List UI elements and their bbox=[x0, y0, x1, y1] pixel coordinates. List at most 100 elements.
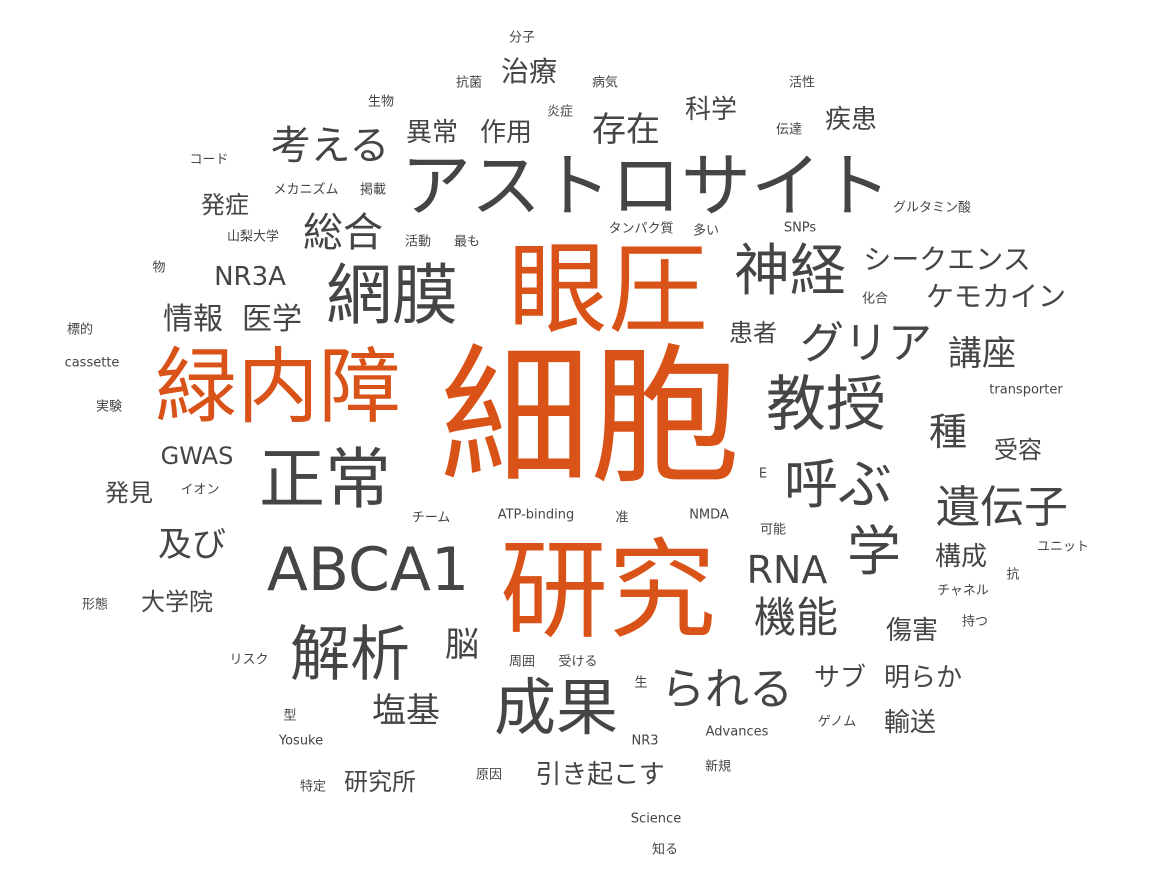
cloud-word: 標的 bbox=[66, 322, 94, 338]
cloud-word: られる bbox=[661, 664, 793, 715]
cloud-word: 受容 bbox=[994, 436, 1042, 464]
cloud-word: 発症 bbox=[201, 191, 249, 219]
cloud-word: 患者 bbox=[729, 319, 777, 347]
cloud-word: E bbox=[758, 466, 768, 482]
cloud-word: 特定 bbox=[299, 779, 327, 795]
cloud-word: 医学 bbox=[242, 302, 302, 337]
cloud-word: 網膜 bbox=[326, 257, 458, 334]
cloud-word: 存在 bbox=[592, 110, 660, 150]
cloud-word: 炎症 bbox=[546, 104, 574, 120]
cloud-word: 正常 bbox=[259, 441, 391, 518]
cloud-word: 山梨大学 bbox=[226, 229, 280, 245]
cloud-word: 生物 bbox=[367, 94, 395, 110]
cloud-word: 塩基 bbox=[372, 691, 440, 731]
cloud-word: 准 bbox=[615, 510, 629, 526]
cloud-word: リスク bbox=[229, 652, 269, 668]
cloud-word: 掲載 bbox=[359, 182, 387, 198]
cloud-word: 構成 bbox=[934, 542, 988, 572]
cloud-word: ATP-binding bbox=[497, 507, 575, 523]
cloud-word: タンパク質 bbox=[608, 221, 674, 237]
cloud-word: 教授 bbox=[766, 370, 886, 440]
cloud-word: 持つ bbox=[961, 614, 989, 630]
cloud-word: NR3 bbox=[631, 733, 659, 749]
cloud-word: 遺伝子 bbox=[936, 482, 1068, 533]
cloud-word: 研究 bbox=[499, 529, 717, 654]
cloud-word: Advances bbox=[705, 724, 769, 740]
cloud-word: 型 bbox=[283, 708, 297, 724]
cloud-word: サブ bbox=[813, 663, 867, 693]
cloud-word: ABCA1 bbox=[266, 535, 470, 605]
cloud-word: 発見 bbox=[105, 479, 153, 507]
cloud-word: Science bbox=[630, 811, 682, 827]
cloud-word: コード bbox=[189, 152, 229, 168]
cloud-word: 講座 bbox=[948, 334, 1016, 374]
cloud-word: ユニット bbox=[1036, 539, 1090, 555]
cloud-word: 病気 bbox=[591, 75, 619, 91]
cloud-word: 作用 bbox=[479, 118, 533, 148]
cloud-word: RNA bbox=[746, 548, 828, 592]
cloud-word: 総合 bbox=[303, 210, 383, 256]
cloud-word: SNPs bbox=[783, 220, 817, 236]
cloud-word: 研究所 bbox=[344, 768, 416, 796]
cloud-word: 成果 bbox=[493, 671, 619, 744]
cloud-word: 傷害 bbox=[885, 616, 939, 646]
cloud-word: NMDA bbox=[689, 507, 729, 523]
cloud-word: 受ける bbox=[558, 654, 598, 670]
cloud-word: 最も bbox=[453, 234, 481, 250]
cloud-word: チーム bbox=[411, 510, 451, 526]
cloud-word: 多い bbox=[692, 223, 720, 239]
cloud-word: 生 bbox=[634, 675, 648, 691]
cloud-word: 活動 bbox=[404, 234, 432, 250]
cloud-word: 治療 bbox=[500, 55, 558, 88]
cloud-word: 機能 bbox=[753, 593, 839, 642]
cloud-word: 周囲 bbox=[508, 654, 536, 670]
cloud-word: シークエンス bbox=[863, 243, 1031, 276]
cloud-word: 明らか bbox=[883, 663, 963, 693]
cloud-word: 活性 bbox=[788, 75, 816, 91]
cloud-word: 科学 bbox=[684, 95, 738, 125]
cloud-word: 実験 bbox=[95, 399, 123, 415]
cloud-word: 可能 bbox=[759, 522, 787, 538]
cloud-word: transporter bbox=[989, 382, 1063, 398]
cloud-word: 緑内障 bbox=[154, 340, 402, 435]
cloud-word: cassette bbox=[64, 355, 120, 371]
cloud-word: イオン bbox=[180, 482, 220, 498]
cloud-word: 疾患 bbox=[824, 105, 878, 135]
cloud-word: Yosuke bbox=[278, 733, 324, 749]
cloud-word: 抗菌 bbox=[455, 75, 483, 91]
cloud-word: メカニズム bbox=[273, 182, 339, 198]
cloud-word: 脳 bbox=[445, 625, 479, 665]
cloud-word: 輸送 bbox=[883, 708, 937, 738]
cloud-word: グリア bbox=[800, 318, 932, 369]
cloud-word: 分子 bbox=[508, 30, 536, 46]
cloud-word: 及び bbox=[158, 525, 226, 565]
cloud-word: 呼ぶ bbox=[784, 453, 892, 516]
cloud-word: 種 bbox=[928, 410, 968, 454]
cloud-word: 化合 bbox=[861, 291, 889, 307]
cloud-word: GWAS bbox=[160, 442, 234, 470]
cloud-word: 形態 bbox=[81, 597, 109, 613]
cloud-word: 物 bbox=[152, 260, 166, 276]
cloud-word: 原因 bbox=[475, 767, 503, 783]
cloud-word: NR3A bbox=[214, 262, 286, 292]
cloud-word: アストロサイト bbox=[401, 145, 891, 227]
cloud-word: 異常 bbox=[405, 118, 459, 148]
cloud-word: 情報 bbox=[163, 302, 223, 337]
cloud-word: 大学院 bbox=[141, 588, 213, 616]
cloud-word: 引き起こす bbox=[535, 760, 665, 790]
cloud-word: ゲノム bbox=[817, 714, 857, 730]
cloud-word: グルタミン酸 bbox=[892, 200, 972, 216]
cloud-word: チャネル bbox=[937, 583, 989, 599]
cloud-word: 細胞 bbox=[439, 331, 741, 505]
cloud-word: 伝達 bbox=[775, 122, 803, 138]
cloud-word: 神経 bbox=[734, 239, 846, 304]
cloud-word: 新規 bbox=[704, 759, 732, 775]
cloud-word: ケモカイン bbox=[925, 280, 1067, 313]
cloud-word: 考える bbox=[270, 123, 390, 169]
cloud-word: 学 bbox=[847, 520, 901, 583]
cloud-word: 解析 bbox=[290, 620, 410, 690]
cloud-word: 知る bbox=[651, 842, 679, 858]
cloud-word: 眼圧 bbox=[508, 231, 708, 348]
cloud-word: 抗 bbox=[1006, 567, 1020, 583]
